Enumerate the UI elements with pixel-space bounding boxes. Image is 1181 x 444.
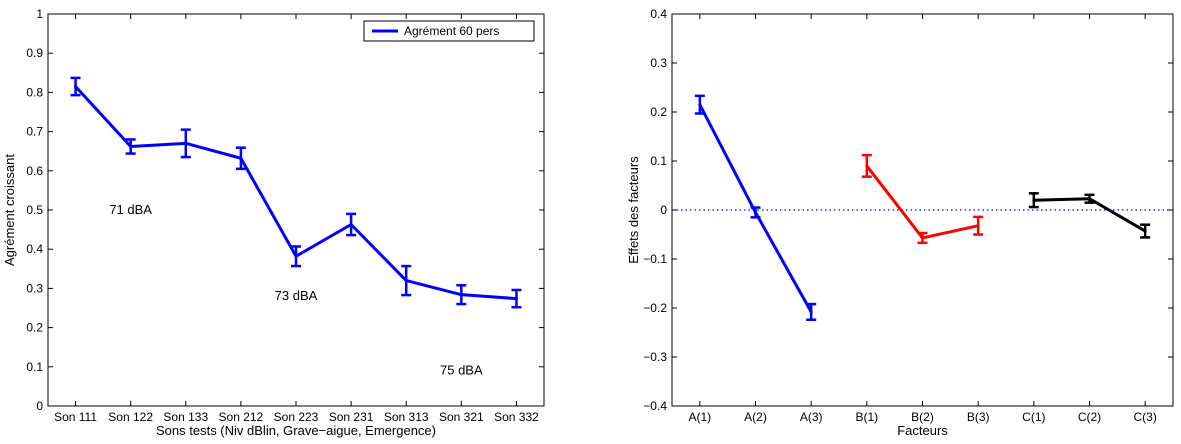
y-tick-label: 0.4 — [650, 7, 667, 21]
x-tick-label: B(3) — [967, 410, 990, 424]
y-tick-label: 0.4 — [26, 242, 43, 256]
y-tick-label: 0.2 — [650, 105, 667, 119]
x-axis-title: Facteurs — [897, 423, 948, 438]
annotation: 73 dBA — [275, 288, 318, 303]
x-tick-label: A(3) — [800, 410, 823, 424]
x-tick-label: Son 133 — [163, 410, 208, 424]
x-tick-label: B(2) — [911, 410, 934, 424]
y-tick-label: −0.2 — [643, 301, 667, 315]
x-tick-label: Son 332 — [494, 410, 539, 424]
plot-frame — [671, 13, 1174, 407]
data-point — [514, 297, 518, 301]
y-tick-label: 0.2 — [26, 321, 43, 335]
x-tick-label: Son 231 — [329, 410, 374, 424]
x-tick-label: Son 313 — [384, 410, 429, 424]
data-point — [129, 144, 133, 148]
legend-box — [363, 20, 535, 42]
y-axis-title: Agrément croissant — [2, 154, 17, 266]
data-point — [809, 310, 813, 314]
y-tick-label: 0.5 — [26, 203, 43, 217]
legend: Agrément 60 pers — [363, 20, 535, 42]
data-point — [754, 210, 757, 214]
x-tick-label: C(1) — [1022, 410, 1045, 424]
y-tick-label: −0.4 — [643, 399, 667, 413]
y-axis-title: Effets des facteurs — [626, 156, 641, 264]
data-point — [294, 254, 298, 258]
data-point — [404, 279, 408, 283]
x-tick-label: A(1) — [688, 410, 711, 424]
data-point — [184, 141, 188, 145]
y-tick-label: 1 — [36, 7, 43, 21]
legend-label: Agrément 60 pers — [404, 24, 499, 38]
data-point — [865, 164, 869, 168]
chart-1: 0 0.1 0.2 0.3 0.4 0.5 0.6 0.7 0.8 0.9 1 Son 111 Son … — [2, 7, 545, 438]
data-point — [698, 103, 702, 107]
y-tick-label: 0.3 — [26, 281, 43, 295]
x-tick-label: A(2) — [744, 410, 767, 424]
x-axis-title: Sons tests (Niv dBlin, Grave−aigue, Emer… — [156, 423, 436, 438]
x-tick-label: Son 223 — [274, 410, 319, 424]
series-line-2 — [865, 164, 979, 240]
y-tick-label: 0.7 — [26, 125, 43, 139]
x-tick-label: Son 122 — [108, 410, 153, 424]
data-point — [239, 156, 243, 160]
x-tick-label: Son 321 — [439, 410, 484, 424]
y-tick-label: 0 — [660, 203, 667, 217]
chart-2: −0.4 −0.3 −0.2 −0.1 0 0.1 0.2 0.3 0.4 A(1) A(2) A(3… — [626, 7, 1174, 438]
data-point — [1088, 197, 1091, 201]
y-tick-label: 0.8 — [26, 85, 43, 99]
y-tick-label: 0.9 — [26, 46, 43, 60]
y-tick-label: 0.6 — [26, 164, 43, 178]
y-tick-label: 0.1 — [650, 154, 667, 168]
y-tick-label: −0.3 — [643, 350, 667, 364]
data-point — [1143, 229, 1147, 233]
annotation: 75 dBA — [440, 363, 483, 378]
data-point — [1032, 198, 1036, 202]
x-tick-label: C(3) — [1133, 410, 1156, 424]
data-point — [349, 223, 353, 227]
x-tick-label: B(1) — [855, 410, 878, 424]
y-tick-label: 0 — [36, 399, 43, 413]
x-tick-label: Son 111 — [54, 410, 97, 424]
x-tick-label: Son 212 — [219, 410, 264, 424]
x-tick-label: C(2) — [1078, 410, 1101, 424]
data-point — [74, 85, 78, 89]
data-point — [459, 293, 463, 297]
y-tick-label: 0.1 — [26, 360, 43, 374]
y-tick-label: 0.3 — [650, 56, 667, 70]
data-point — [976, 224, 980, 228]
data-point — [921, 236, 924, 240]
annotation: 71 dBA — [109, 202, 152, 217]
y-tick-label: −0.1 — [643, 252, 667, 266]
